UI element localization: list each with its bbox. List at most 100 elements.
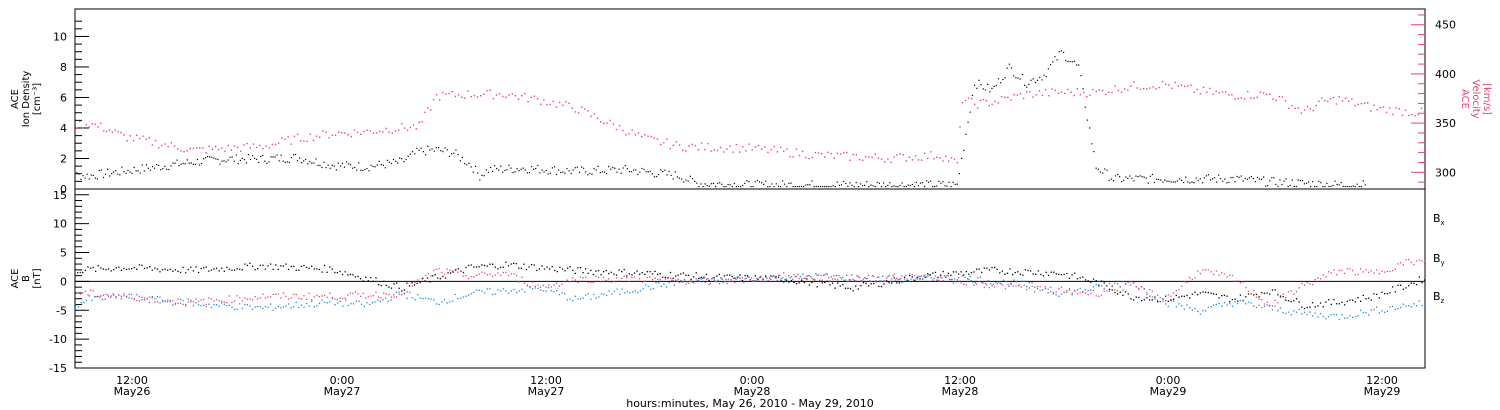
field-bx-point (1413, 282, 1415, 284)
field-bz-point (1253, 289, 1255, 291)
field-bx-point (950, 274, 952, 277)
velocity-point (489, 89, 491, 91)
field-bz-point (975, 283, 978, 285)
velocity-point (306, 140, 308, 143)
density-point (838, 184, 841, 186)
field-bz-point (352, 292, 354, 295)
density-point (535, 167, 537, 170)
field-bx-point (303, 264, 305, 267)
field-bz-point (1271, 305, 1274, 307)
field-bz-point (1189, 276, 1191, 279)
field-bz-point (1084, 292, 1087, 294)
density-point (205, 157, 207, 159)
field-bz-point (1172, 292, 1175, 294)
field-by-point (518, 290, 520, 292)
field-bz-point (169, 301, 171, 303)
velocity-point (710, 150, 712, 152)
field-bx-point (172, 270, 174, 272)
field-bz-point (718, 283, 721, 285)
field-bz-point (873, 275, 875, 278)
field-bz-point (852, 278, 854, 280)
field-bx-point (447, 272, 449, 274)
field-by-point (403, 293, 406, 295)
field-by-point (969, 275, 971, 278)
field-bx-point (533, 264, 535, 266)
velocity-tick-label: 450 (1435, 19, 1456, 32)
field-bx-point (483, 264, 486, 267)
field-by-point (298, 306, 300, 309)
field-bx-point (628, 273, 631, 275)
field-bx-point (182, 266, 184, 269)
density-point (1093, 151, 1095, 153)
density-point (851, 184, 853, 186)
field-bz-point (590, 281, 592, 284)
density-point (102, 176, 105, 179)
density-point (502, 171, 504, 173)
field-bx-point (473, 266, 475, 268)
density-point (135, 170, 137, 172)
field-bx-point (161, 268, 164, 271)
field-bz-point (244, 297, 246, 299)
field-bz-point (716, 281, 718, 283)
field-bz-point (806, 275, 808, 277)
field-bx-point (107, 268, 110, 270)
velocity-point (1202, 86, 1205, 89)
field-bx-point (1084, 279, 1087, 281)
field-bz-point (775, 277, 777, 279)
field-bz-point (1156, 294, 1159, 296)
field-bx-point (185, 272, 187, 274)
field-bx-point (986, 267, 988, 269)
field-by-point (272, 309, 274, 311)
field-bx-point (221, 267, 223, 269)
field-bx-point (341, 273, 344, 276)
field-bz-point (556, 282, 558, 284)
density-point (286, 161, 288, 163)
density-point (1116, 173, 1119, 176)
velocity-point (120, 131, 122, 134)
field-bx-point (494, 266, 496, 268)
field-bx-point (808, 284, 811, 286)
field-bz-point (491, 275, 494, 278)
field-bz-point (87, 294, 89, 296)
velocity-point (473, 94, 476, 97)
field-bx-point (1330, 303, 1332, 306)
velocity-point (85, 123, 87, 126)
velocity-point (855, 154, 858, 156)
field-bz-point (772, 275, 775, 277)
field-bx-point (177, 270, 179, 273)
velocity-point (1209, 87, 1211, 90)
density-point (1275, 183, 1277, 185)
velocity-point (688, 145, 690, 147)
velocity-point (1004, 96, 1006, 99)
velocity-point (1294, 107, 1296, 110)
velocity-point (363, 130, 365, 133)
field-by-point (75, 304, 77, 306)
field-by-point (1247, 301, 1250, 303)
field-bx-point (285, 263, 287, 265)
field-bz-point (909, 273, 911, 275)
field-by-point (1005, 281, 1007, 283)
field-bz-point (269, 296, 272, 298)
field-bz-point (932, 279, 934, 281)
field-bz-point (639, 278, 641, 280)
field-bx-point (1408, 284, 1410, 287)
field-by-point (174, 303, 177, 305)
velocity-point (1007, 96, 1009, 99)
velocity-point (1161, 80, 1164, 83)
velocity-point (114, 129, 117, 131)
field-bx-point (621, 270, 623, 273)
field-by-point (910, 278, 912, 280)
density-point (440, 150, 442, 152)
field-bz-point (457, 271, 459, 273)
field-bz-point (880, 280, 883, 282)
field-by-point (954, 278, 956, 280)
field-bx-point (826, 280, 829, 282)
field-bz-point (425, 274, 427, 277)
field-bx-point (1303, 307, 1306, 310)
field-by-point (579, 298, 582, 300)
field-by-point (339, 300, 341, 303)
velocity-point (1105, 93, 1107, 96)
field-bz-point (695, 278, 697, 280)
field-bz-point (1071, 292, 1073, 295)
velocity-point (808, 157, 810, 160)
